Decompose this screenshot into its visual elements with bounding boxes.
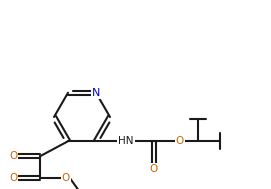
Text: O: O <box>176 136 184 146</box>
Text: O: O <box>150 164 158 174</box>
Text: N: N <box>92 88 100 98</box>
Text: HN: HN <box>118 136 134 146</box>
Text: O: O <box>62 173 70 183</box>
Text: O: O <box>9 151 17 161</box>
Text: O: O <box>9 173 17 183</box>
